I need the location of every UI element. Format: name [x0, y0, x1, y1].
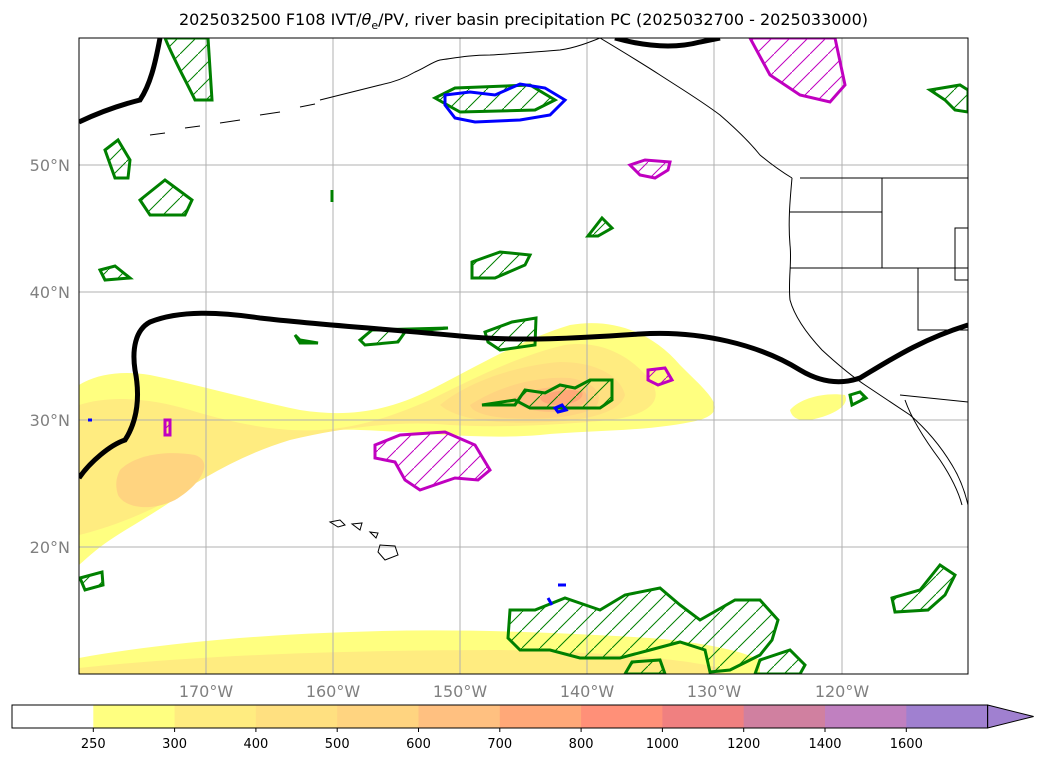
ivt-shading	[79, 323, 846, 674]
colorbar-extension	[987, 704, 1034, 729]
ivt-250-east	[790, 394, 846, 421]
lat-label: 30°N	[30, 411, 70, 430]
state-borders	[790, 177, 968, 331]
colorbar-swatch	[418, 705, 501, 728]
colorbar-swatch	[499, 705, 582, 728]
graticule	[79, 38, 968, 674]
colorbar-label: 500	[325, 737, 350, 752]
bc-coast	[599, 38, 793, 179]
colorbar-swatch	[825, 705, 907, 728]
lon-label: 130°W	[687, 682, 742, 701]
colorbar-swatch	[581, 705, 663, 728]
colorbar-label: 1600	[890, 737, 923, 752]
colorbar-label: 700	[487, 737, 512, 752]
lon-labels: 170°W 160°W 150°W 140°W 130°W 120°W	[179, 682, 870, 701]
lat-label: 50°N	[30, 156, 70, 175]
colorbar-swatch	[743, 705, 826, 728]
lat-labels: 20°N 30°N 40°N 50°N	[30, 156, 70, 557]
colorbar-swatch	[93, 705, 176, 728]
colorbar-swatch	[174, 705, 257, 728]
colorbar-label: 300	[162, 737, 187, 752]
colorbar-label: 1200	[727, 737, 760, 752]
lon-label: 150°W	[433, 682, 488, 701]
map-frame	[78, 37, 969, 675]
colorbar-swatch	[662, 705, 745, 728]
aleutian-islands	[149, 103, 316, 136]
colorbar-label: 400	[243, 737, 268, 752]
coastlines	[149, 38, 968, 561]
colorbar-swatch	[337, 705, 419, 728]
map-title: 2025032500 F108 IVT/θe/PV, river basin p…	[178, 10, 869, 33]
colorbar-label: 1000	[646, 737, 679, 752]
lon-label: 170°W	[179, 682, 234, 701]
hawaii-islands	[328, 519, 399, 561]
lat-label: 40°N	[30, 283, 70, 302]
alaska-coast	[319, 38, 601, 101]
colorbar-swatch	[906, 705, 989, 728]
mexico-border	[899, 394, 968, 403]
colorbar-label: 600	[406, 737, 431, 752]
map-layers	[79, 38, 968, 674]
lat-label: 20°N	[30, 538, 70, 557]
us-coast	[788, 177, 968, 506]
lon-label: 120°W	[815, 682, 870, 701]
baja-california	[904, 399, 963, 506]
colorbar-label: 1400	[808, 737, 841, 752]
colorbar-swatch	[255, 705, 338, 728]
precip-green-contours	[79, 38, 968, 674]
colorbar: 250 300 400 500 600 700 800 1000 1200 1400 1600	[11, 704, 1034, 752]
colorbar-label: 250	[81, 737, 106, 752]
lon-label: 140°W	[560, 682, 615, 701]
lon-label: 160°W	[306, 682, 361, 701]
colorbar-label: 800	[569, 737, 594, 752]
precip-blue-contours	[88, 82, 569, 606]
colorbar-swatch	[12, 705, 94, 728]
ivt-500	[116, 453, 205, 508]
precip-magenta-contours	[163, 38, 847, 492]
pv-contours	[79, 38, 968, 480]
ivt-300-south	[79, 650, 720, 674]
